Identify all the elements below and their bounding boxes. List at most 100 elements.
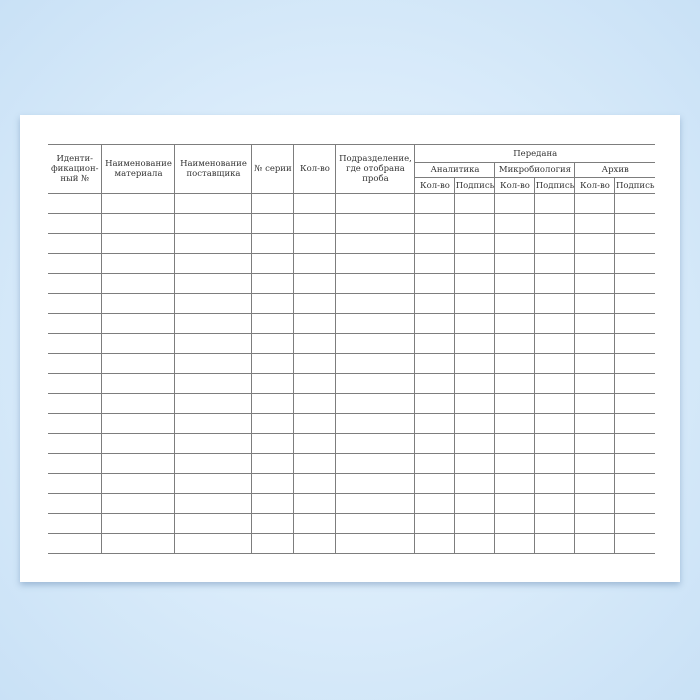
empty-cell [101,313,176,334]
table-body [48,193,655,554]
empty-cell [293,493,337,514]
empty-cell [614,533,655,554]
header-group-analytics: Аналитика [414,162,496,178]
empty-cell [101,333,176,354]
empty-cell [534,333,576,354]
empty-cell [534,253,576,274]
empty-cell [174,293,253,314]
empty-cell [174,253,253,274]
empty-cell [574,473,616,494]
empty-cell [335,293,416,314]
table-row [48,393,655,414]
empty-cell [454,353,496,374]
empty-cell [174,313,253,334]
empty-cell [174,353,253,374]
form-sheet: Иденти-фикацион-ный № Наименование матер… [20,115,680,582]
empty-cell [494,373,536,394]
empty-cell [614,513,655,534]
empty-cell [614,433,655,454]
header-sub-sign: Подпись [614,177,655,194]
empty-cell [574,253,616,274]
empty-cell [494,413,536,434]
empty-cell [494,313,536,334]
empty-cell [101,213,176,234]
empty-cell [534,473,576,494]
empty-cell [101,413,176,434]
empty-cell [414,513,456,534]
empty-cell [251,533,295,554]
empty-cell [174,433,253,454]
empty-cell [614,473,655,494]
empty-cell [494,213,536,234]
empty-cell [534,433,576,454]
empty-cell [574,513,616,534]
table-row [48,353,655,374]
empty-cell [48,353,103,374]
empty-cell [454,473,496,494]
table-row [48,273,655,294]
empty-cell [293,533,337,554]
empty-cell [414,313,456,334]
empty-cell [494,273,536,294]
empty-cell [251,313,295,334]
table-row [48,253,655,274]
empty-cell [494,533,536,554]
empty-cell [101,513,176,534]
empty-cell [48,213,103,234]
empty-cell [614,453,655,474]
empty-cell [251,453,295,474]
empty-cell [251,333,295,354]
empty-cell [293,293,337,314]
empty-cell [534,513,576,534]
empty-cell [574,273,616,294]
sample-log-table: Иденти-фикацион-ный № Наименование матер… [48,144,655,554]
empty-cell [101,233,176,254]
empty-cell [614,233,655,254]
empty-cell [494,293,536,314]
empty-cell [48,193,103,214]
header-series: № серии [251,144,295,194]
header-division: Подразделение, где отобрана проба [335,144,416,194]
empty-cell [251,273,295,294]
empty-cell [335,493,416,514]
header-material: Наименование материала [101,144,176,194]
empty-cell [335,453,416,474]
empty-cell [454,293,496,314]
empty-cell [293,313,337,334]
table-row [48,193,655,214]
empty-cell [293,273,337,294]
empty-cell [251,513,295,534]
empty-cell [293,473,337,494]
table-row [48,453,655,474]
empty-cell [574,373,616,394]
empty-cell [534,373,576,394]
empty-cell [614,273,655,294]
header-id: Иденти-фикацион-ный № [48,144,103,194]
empty-cell [48,533,103,554]
table-row [48,293,655,314]
empty-cell [414,213,456,234]
empty-cell [101,433,176,454]
empty-cell [494,473,536,494]
empty-cell [614,333,655,354]
empty-cell [454,273,496,294]
empty-cell [335,373,416,394]
header-sub-qty: Кол-во [574,177,616,194]
header-group-archive: Архив [574,162,655,178]
empty-cell [414,393,456,414]
empty-cell [48,373,103,394]
header-group-microbiology: Микробиология [494,162,576,178]
empty-cell [534,533,576,554]
empty-cell [48,393,103,414]
empty-cell [574,313,616,334]
empty-cell [174,473,253,494]
empty-cell [335,393,416,414]
empty-cell [101,193,176,214]
empty-cell [48,253,103,274]
table-row [48,313,655,334]
empty-cell [174,333,253,354]
table-row [48,493,655,514]
empty-cell [414,273,456,294]
empty-cell [494,333,536,354]
empty-cell [48,333,103,354]
